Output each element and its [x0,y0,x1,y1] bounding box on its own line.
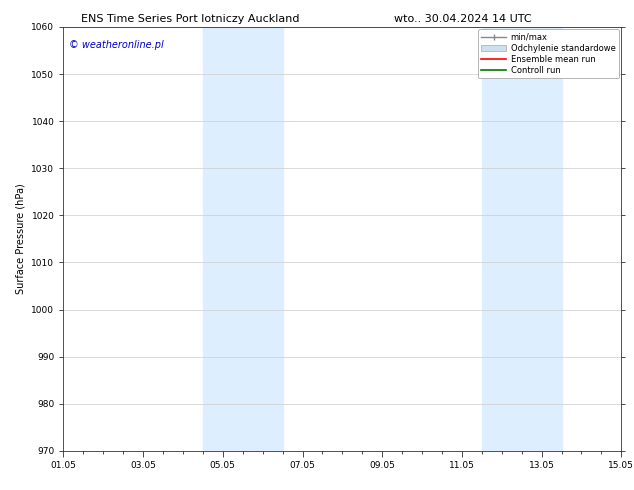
Y-axis label: Surface Pressure (hPa): Surface Pressure (hPa) [16,183,26,294]
Legend: min/max, Odchylenie standardowe, Ensemble mean run, Controll run: min/max, Odchylenie standardowe, Ensembl… [478,29,619,78]
Text: © weatheronline.pl: © weatheronline.pl [69,40,164,49]
Bar [203,27,283,451]
Text: ENS Time Series Port lotniczy Auckland: ENS Time Series Port lotniczy Auckland [81,14,299,24]
Text: wto.. 30.04.2024 14 UTC: wto.. 30.04.2024 14 UTC [394,14,532,24]
Bar [482,27,562,451]
